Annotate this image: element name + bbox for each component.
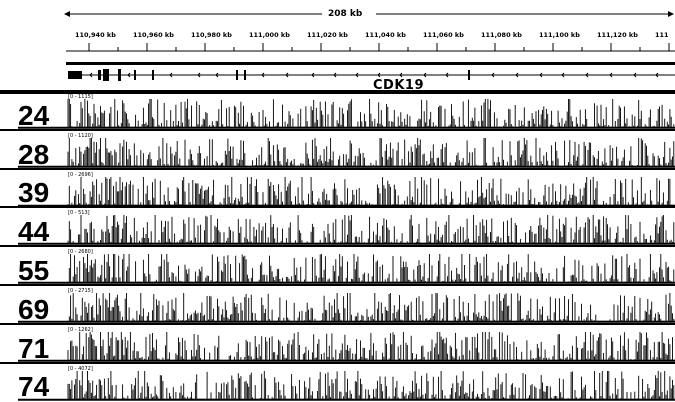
exon xyxy=(244,70,246,80)
strand-arrow-icon xyxy=(333,72,337,78)
track-label[interactable]: 74 xyxy=(18,371,50,402)
exon xyxy=(118,69,121,81)
coverage-track[interactable] xyxy=(0,91,675,130)
sequence-bar xyxy=(66,62,675,65)
track-separator xyxy=(0,167,675,170)
exon xyxy=(152,70,154,80)
coverage-signal xyxy=(67,370,675,400)
exon xyxy=(98,70,101,80)
track-label[interactable]: 44 xyxy=(18,216,50,248)
tick-label: 111,080 kb xyxy=(481,31,522,39)
track-range-label: [0 - 4072] xyxy=(68,365,93,372)
strand-arrow-icon xyxy=(311,72,315,78)
gene-name[interactable]: CDK19 xyxy=(373,78,424,93)
tick-label: 111,040 kb xyxy=(365,31,406,39)
track-separator xyxy=(0,322,675,325)
tick-label: 110,980 kb xyxy=(191,31,232,39)
strand-arrow-icon xyxy=(515,72,519,78)
strand-arrow-icon xyxy=(633,72,637,78)
strand-arrow-icon xyxy=(127,72,131,78)
coverage-signal xyxy=(67,137,675,167)
coverage-track[interactable] xyxy=(0,130,675,169)
strand-arrow-icon xyxy=(197,72,201,78)
strand-arrow-icon xyxy=(285,72,289,78)
arrowhead-right-icon xyxy=(668,11,674,17)
track-separator xyxy=(0,90,675,94)
track-label[interactable]: 69 xyxy=(18,293,50,325)
exon xyxy=(68,71,82,79)
tick-label: 111 xyxy=(655,31,669,39)
exon xyxy=(468,70,470,80)
coverage-track[interactable] xyxy=(0,207,675,246)
coverage-track[interactable] xyxy=(0,285,675,324)
tick-label: 111,000 kb xyxy=(249,31,290,39)
track-separator xyxy=(0,128,675,131)
tick-label: 111,120 kb xyxy=(597,31,638,39)
coverage-track[interactable] xyxy=(0,363,675,402)
track-range-label: [0 - 2696] xyxy=(68,171,93,178)
strand-arrow-icon xyxy=(89,72,93,78)
strand-arrow-icon xyxy=(585,72,589,78)
tick-label: 110,940 kb xyxy=(75,31,116,39)
strand-arrow-icon xyxy=(491,72,495,78)
track-label[interactable]: 28 xyxy=(18,138,50,170)
coverage-signal xyxy=(67,99,675,128)
track-range-label: [0 - 1115] xyxy=(68,94,93,100)
strand-arrow-icon xyxy=(355,72,359,78)
track-separator xyxy=(0,361,675,364)
track-label[interactable]: 24 xyxy=(18,99,50,131)
coverage-track[interactable] xyxy=(0,169,675,208)
coverage-signal xyxy=(67,215,675,245)
tick-label: 111,100 kb xyxy=(539,31,580,39)
track-range-label: [0 - 1120] xyxy=(68,132,93,139)
strand-arrow-icon xyxy=(445,72,449,78)
ruler xyxy=(64,11,675,52)
track-range-label: [0 - 1262] xyxy=(68,326,93,333)
coverage-track[interactable] xyxy=(0,324,675,363)
track-label[interactable]: 71 xyxy=(18,332,50,364)
coverage-signal xyxy=(67,176,675,206)
strand-arrow-icon xyxy=(423,72,427,78)
arrowhead-left-icon xyxy=(64,11,70,17)
track-separator xyxy=(0,206,675,209)
coverage-track[interactable] xyxy=(0,246,675,285)
tick-label: 111,020 kb xyxy=(307,31,348,39)
tick-label: 111,060 kb xyxy=(423,31,464,39)
strand-arrow-icon xyxy=(655,72,659,78)
coverage-signal xyxy=(67,254,675,283)
strand-arrow-icon xyxy=(377,72,381,78)
track-separator xyxy=(0,284,675,286)
strand-arrow-icon xyxy=(539,72,543,78)
track-label[interactable]: 55 xyxy=(18,255,50,286)
track-range-label: [0 - 513] xyxy=(68,210,90,217)
tick-label: 110,960 kb xyxy=(133,31,174,39)
coverage-signal xyxy=(67,331,675,361)
coverage-signal xyxy=(67,293,675,322)
exon xyxy=(134,70,136,80)
gene-track[interactable] xyxy=(0,60,675,90)
track-range-label: [0 - 2715] xyxy=(68,288,93,294)
strand-arrow-icon xyxy=(215,72,219,78)
strand-arrow-icon xyxy=(261,72,265,78)
strand-arrow-icon xyxy=(169,72,173,78)
exon xyxy=(103,69,109,81)
track-range-label: [0 - 2680] xyxy=(68,249,93,256)
track-separator xyxy=(0,245,675,248)
strand-arrow-icon xyxy=(609,72,613,78)
exon xyxy=(236,70,238,80)
strand-arrow-icon xyxy=(561,72,565,78)
span-label: 208 kb xyxy=(324,9,367,19)
track-label[interactable]: 39 xyxy=(18,177,50,209)
strand-arrow-icon xyxy=(399,72,403,78)
